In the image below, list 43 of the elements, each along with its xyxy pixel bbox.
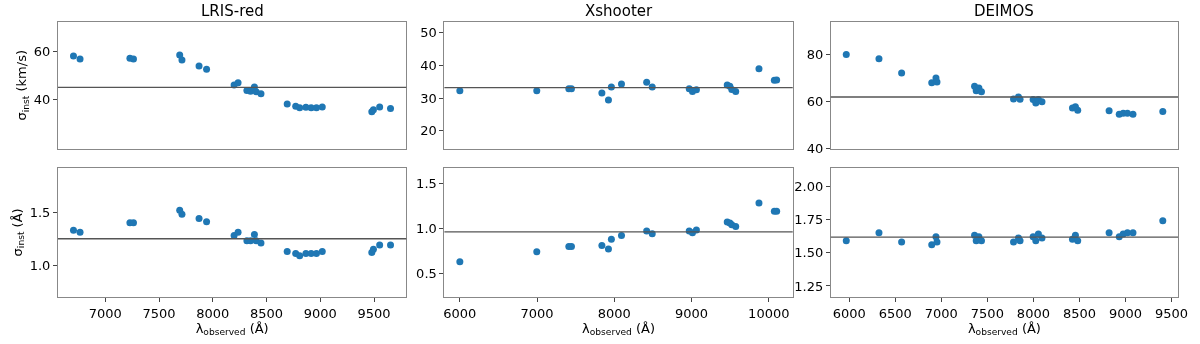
x-tick-label: 9000 [675,305,709,321]
x-tick-label: 9500 [1155,305,1189,321]
y-tick-label: 60 [33,43,51,59]
chart-title: LRIS-red [201,2,264,20]
chart-title: DEIMOS [974,2,1034,20]
x-tick-label: 8000 [597,305,631,321]
x-tick-label: 7500 [142,305,176,321]
x-tick-label: 7500 [970,305,1004,321]
x-axis-title: λ$_{observed}$ (Å) [582,320,656,338]
x-tick-label: 8500 [250,305,284,321]
x-tick-label: 6000 [443,305,477,321]
y-tick-label: 40 [33,92,51,108]
y-tick-label: 1.25 [794,278,824,294]
x-tick-label: 9500 [357,305,391,321]
y-tick-label: 30 [420,90,437,106]
y-tick-label: 40 [806,141,824,157]
x-tick-label: 8500 [1062,305,1097,321]
y-tick-label: 1.75 [794,211,824,227]
y-tick-label: 2.00 [794,178,824,194]
y-tick-label: 20 [420,123,437,139]
y-tick-label: 1.50 [794,245,824,261]
y-tick-label: 1.5 [416,175,437,191]
x-tick-label: 7000 [520,305,554,321]
x-tick-label: 10000 [748,305,790,321]
x-axis-title: λ$_{observed}$ (Å) [195,320,269,338]
x-tick-label: 7000 [924,305,958,321]
y-tick-label: 80 [806,47,824,62]
y-tick-label: 1.0 [29,257,51,273]
x-tick-label: 8000 [1016,305,1050,321]
x-tick-label: 9000 [1108,305,1143,321]
x-tick-label: 9000 [303,305,337,321]
x-tick-label: 6000 [832,305,866,321]
x-tick-label: 8000 [196,305,230,321]
x-tick-label: 6500 [878,305,912,321]
chart-title: Xshooter [585,2,654,20]
y-tick-label: 1.0 [416,220,437,236]
y-tick-label: 40 [420,57,437,73]
y-tick-label: 50 [420,25,437,41]
y-tick-label: 60 [806,94,824,110]
x-tick-label: 7000 [88,305,122,321]
y-tick-label: 0.5 [416,266,437,282]
x-axis-title: λ$_{observed}$ (Å) [967,320,1041,338]
y-tick-label: 1.5 [29,204,51,220]
